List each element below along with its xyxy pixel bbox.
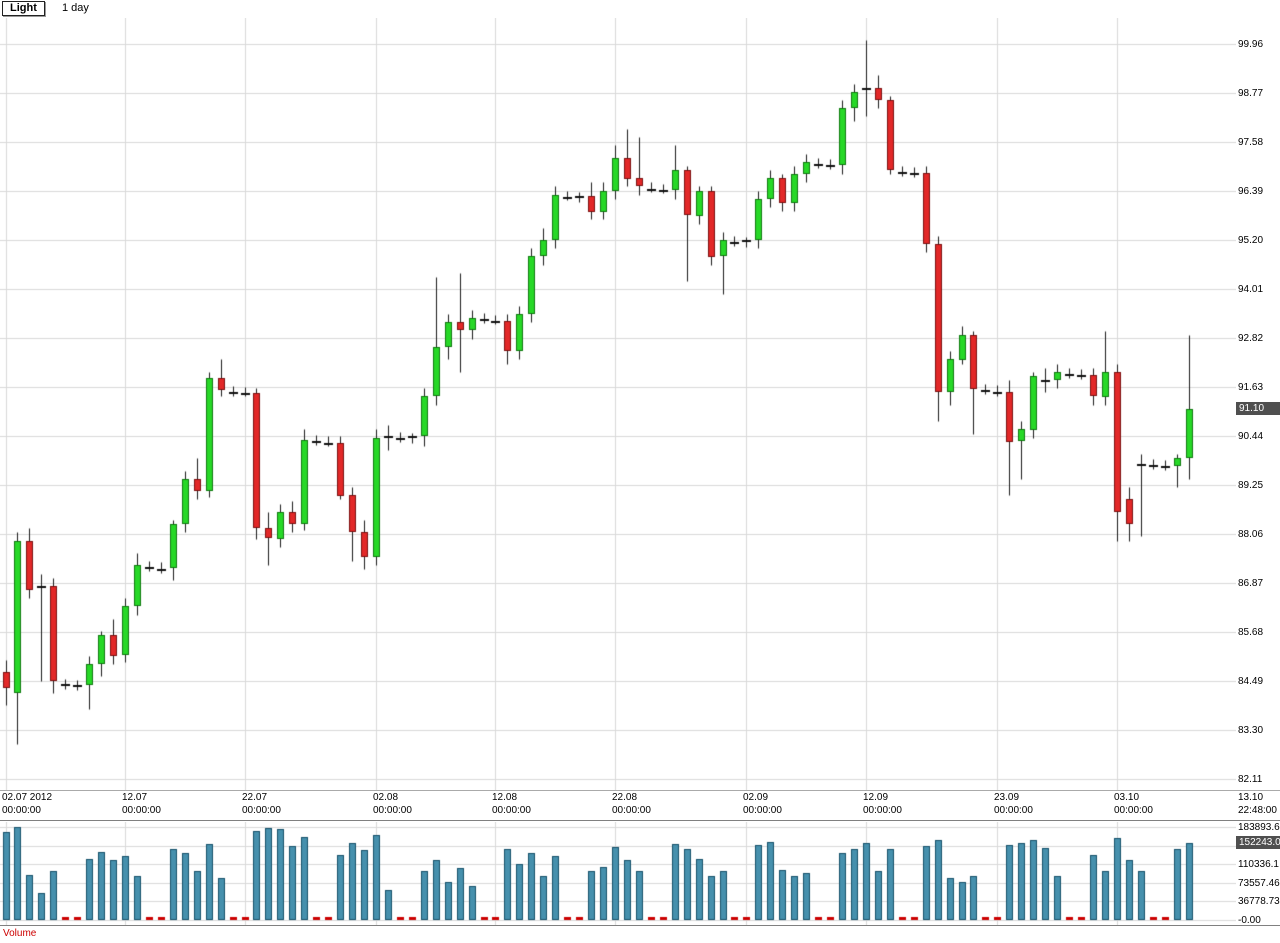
price-axis-label: 91.63 [1238, 382, 1264, 393]
price-axis-label: 96.39 [1238, 186, 1264, 197]
price-axis-label: 85.68 [1238, 627, 1264, 638]
price-axis-label: 90.44 [1238, 431, 1264, 442]
current-volume-badge: 152243.0 [1236, 836, 1280, 849]
time-axis-date: 02.07 2012 [2, 792, 53, 803]
volume-pane-bottom-border [0, 925, 1280, 926]
price-axis-label: 92.82 [1238, 333, 1264, 344]
volume-axis-label: 73557.46 [1238, 877, 1280, 889]
time-axis-date: 22.08 [612, 792, 638, 803]
price-axis-label: 84.49 [1238, 676, 1264, 687]
time-axis-time: 00:00:00 [612, 805, 651, 816]
time-axis-date: 12.07 [122, 792, 148, 803]
price-axis-label: 82.11 [1238, 774, 1263, 785]
volume-axis-label: 36778.73 [1238, 896, 1280, 908]
time-axis-date: 23.09 [994, 792, 1020, 803]
price-axis-label: 97.58 [1238, 137, 1264, 148]
price-axis-label: 83.30 [1238, 725, 1264, 736]
price-chart-canvas[interactable] [0, 18, 1236, 790]
price-axis-label: 86.87 [1238, 578, 1264, 589]
time-axis-time: 00:00:00 [863, 805, 902, 816]
time-axis-corner-time: 22:48:00 [1238, 805, 1277, 816]
price-axis-label: 99.96 [1238, 39, 1264, 50]
price-axis-label: 95.20 [1238, 235, 1264, 246]
time-axis-time: 00:00:00 [994, 805, 1033, 816]
time-axis-date: 02.08 [373, 792, 399, 803]
volume-axis-label: 110336.1 [1238, 859, 1279, 871]
time-axis-time: 00:00:00 [1114, 805, 1153, 816]
price-pane-bottom-border [0, 790, 1280, 791]
time-axis-time: 00:00:00 [492, 805, 531, 816]
symbol-button[interactable]: Light [2, 1, 45, 16]
volume-axis-label: 183893.6 [1238, 822, 1280, 833]
price-axis-label: 89.25 [1238, 480, 1264, 491]
time-axis-date: 22.07 [242, 792, 268, 803]
volume-pane-label: Volume [3, 928, 37, 939]
time-axis-date: 03.10 [1114, 792, 1140, 803]
volume-pane-top-border [0, 820, 1280, 821]
price-axis-label: 94.01 [1238, 284, 1264, 295]
current-price-badge: 91.10 [1236, 402, 1280, 415]
time-axis-date: 12.09 [863, 792, 889, 803]
time-axis-time: 00:00:00 [743, 805, 782, 816]
time-axis-time: 00:00:00 [373, 805, 412, 816]
time-axis-time: 00:00:00 [2, 805, 41, 816]
volume-chart-canvas[interactable] [0, 822, 1236, 925]
volume-axis-label: -0.00 [1238, 915, 1261, 926]
timeframe-label: 1 day [62, 2, 89, 14]
time-axis-time: 00:00:00 [242, 805, 281, 816]
price-axis-label: 88.06 [1238, 529, 1264, 540]
price-axis-label: 98.77 [1238, 88, 1264, 99]
time-axis-time: 00:00:00 [122, 805, 161, 816]
time-axis-corner-date: 13.10 [1238, 792, 1264, 803]
time-axis-date: 12.08 [492, 792, 518, 803]
time-axis-date: 02.09 [743, 792, 769, 803]
